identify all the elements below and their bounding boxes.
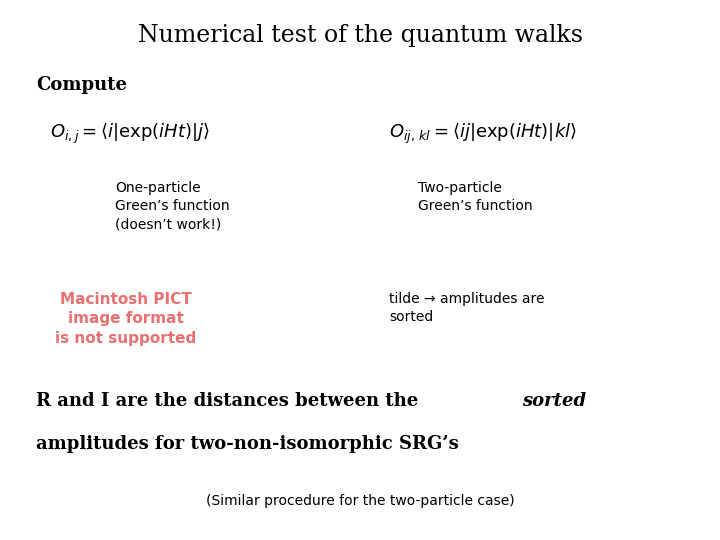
Text: (Similar procedure for the two-particle case): (Similar procedure for the two-particle … xyxy=(206,494,514,508)
Text: Two-particle
Green’s function: Two-particle Green’s function xyxy=(418,181,532,213)
Text: Numerical test of the quantum walks: Numerical test of the quantum walks xyxy=(138,24,582,48)
Text: Compute: Compute xyxy=(36,76,127,93)
Text: R and I are the distances between the: R and I are the distances between the xyxy=(36,392,425,409)
Text: sorted: sorted xyxy=(522,392,586,409)
Text: $O_{ij,\,kl} = \langle ij|\mathrm{exp}(iHt)|kl\rangle$: $O_{ij,\,kl} = \langle ij|\mathrm{exp}(i… xyxy=(389,122,577,146)
Text: $O_{i,j} = \langle i|\mathrm{exp}(iHt)|j\rangle$: $O_{i,j} = \langle i|\mathrm{exp}(iHt)|j… xyxy=(50,122,210,146)
Text: tilde → amplitudes are
sorted: tilde → amplitudes are sorted xyxy=(389,292,544,324)
Text: One-particle
Green’s function
(doesn’t work!): One-particle Green’s function (doesn’t w… xyxy=(115,181,230,232)
Text: amplitudes for two-non-isomorphic SRG’s: amplitudes for two-non-isomorphic SRG’s xyxy=(36,435,459,453)
Text: Macintosh PICT
image format
is not supported: Macintosh PICT image format is not suppo… xyxy=(55,292,197,346)
